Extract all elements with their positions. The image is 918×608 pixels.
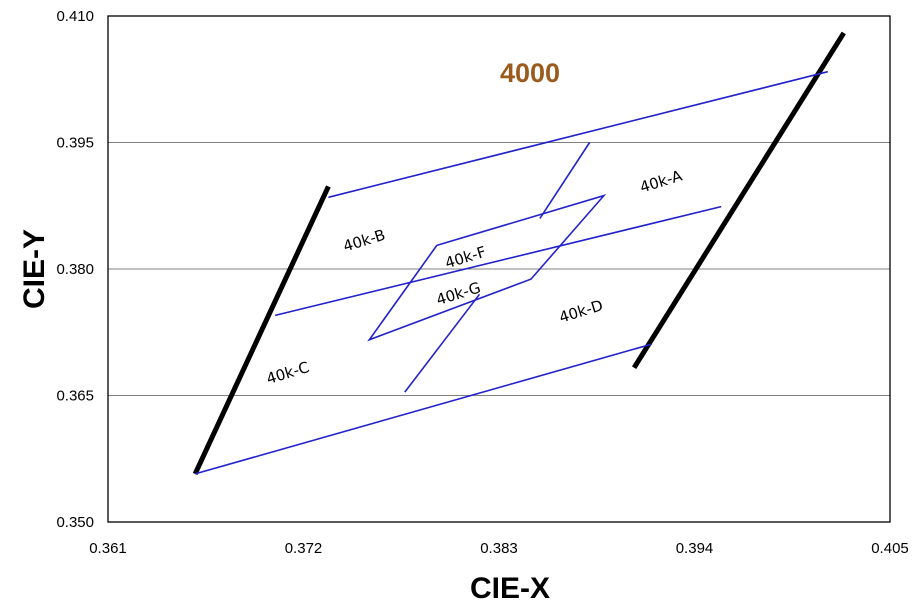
region-line [539,142,591,219]
region-line [328,70,828,199]
region-label: 40k-A [638,166,685,196]
y-tick-labels: 0.350 0.365 0.380 0.395 0.410 [56,8,94,531]
x-tick-label: 0.383 [480,540,518,557]
region-line [274,205,722,317]
x-tick-label: 0.361 [89,540,127,557]
region-label: 40k-C [264,358,311,388]
y-tick-label: 0.380 [56,261,94,278]
region-line [194,343,653,475]
x-tick-label: 0.394 [676,540,714,557]
y-tick-label: 0.410 [56,8,94,25]
chart-series [192,31,846,475]
boundary-line [631,31,846,370]
region-label: 40k-G [434,278,483,308]
x-axis-title: CIE-X [470,572,550,605]
chart-title: 4000 [500,58,560,88]
y-tick-label: 0.350 [56,514,94,531]
y-tick-label: 0.365 [56,388,94,405]
grid-lines [108,142,890,396]
region-line [404,293,481,393]
x-tick-label: 0.372 [285,540,323,557]
plot-frame [107,15,891,523]
boundary-line [192,185,331,475]
region-labels: 40k-A 40k-B 40k-F 40k-G 40k-D 40k-C [264,166,685,388]
region-label: 40k-F [443,243,488,272]
region-line [367,194,607,342]
y-axis-title: CIE-Y [18,229,51,309]
region-label: 40k-B [341,226,387,256]
x-tick-labels: 0.361 0.372 0.383 0.394 0.405 [89,540,909,557]
x-tick-label: 0.405 [871,540,909,557]
region-label: 40k-D [557,296,605,326]
y-tick-label: 0.395 [56,135,94,152]
